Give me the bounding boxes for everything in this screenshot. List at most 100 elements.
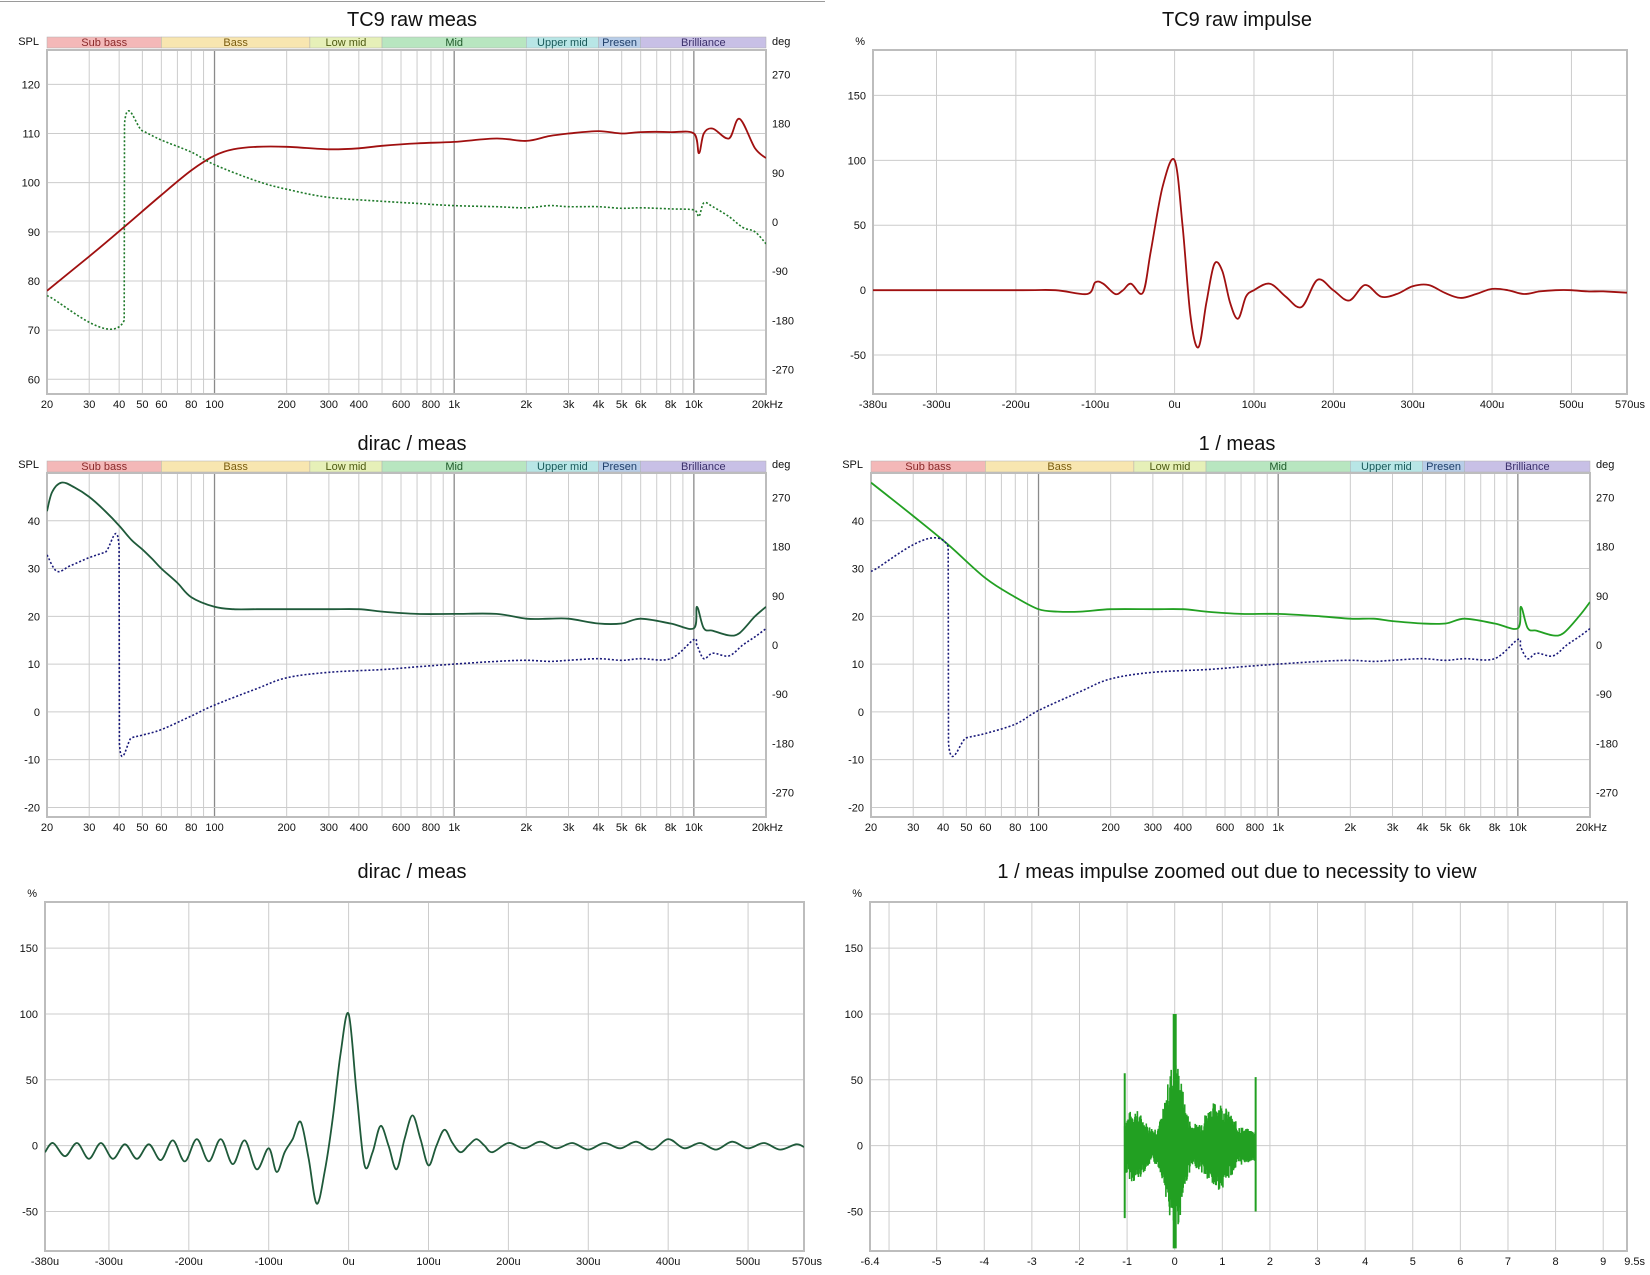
chart-title: TC9 raw meas — [347, 9, 477, 31]
series-group — [1123, 1013, 1257, 1249]
y2-tick-label: -90 — [772, 689, 788, 701]
x-tick-label: 10k — [685, 822, 703, 834]
x-tick-label: 5k — [1440, 822, 1452, 834]
y-tick-label: -50 — [850, 350, 866, 362]
band-label: Presen — [602, 37, 637, 49]
y-tick-label: 150 — [845, 943, 863, 955]
x-tick-label: 800 — [1246, 822, 1264, 834]
x-tick-label: 6k — [635, 822, 647, 834]
y2-tick-label: -270 — [772, 787, 794, 799]
x-tick-label: 300 — [320, 399, 338, 411]
x-tick-label: 8k — [665, 822, 677, 834]
trace — [47, 481, 766, 637]
chart-title: dirac / meas — [358, 433, 467, 455]
x-tick-label: 0 — [1172, 1256, 1178, 1268]
y2-tick-label: 270 — [772, 493, 790, 505]
band-label: Brilliance — [681, 37, 726, 49]
left-axis-unit: % — [852, 888, 862, 900]
x-tick-label: 20kHz — [752, 399, 783, 411]
x-tick-label: 2 — [1267, 1256, 1273, 1268]
x-tick-label: 5 — [1410, 1256, 1416, 1268]
phase-trace — [47, 532, 766, 758]
x-tick-label: -380u — [31, 1256, 59, 1268]
x-tick-label: 80 — [185, 822, 197, 834]
band-label: Mid — [445, 37, 463, 49]
y2-tick-label: 180 — [772, 119, 790, 131]
y-tick-label: 100 — [22, 178, 40, 190]
band-label: Low mid — [325, 37, 366, 49]
x-tick-label: 5k — [616, 399, 628, 411]
band-label: Upper mid — [537, 461, 588, 473]
right-axis-unit: deg — [772, 459, 790, 471]
grid — [872, 50, 1628, 394]
x-tick-label: 100 — [205, 822, 223, 834]
chart-title: 1 / meas impulse zoomed out due to neces… — [997, 861, 1477, 883]
x-tick-label: -2 — [1075, 1256, 1085, 1268]
y-tick-label: 20 — [28, 611, 40, 623]
y-tick-label: 10 — [852, 659, 864, 671]
x-tick-label: 2k — [521, 822, 533, 834]
x-tick-label: 3k — [1387, 822, 1399, 834]
y2-tick-label: 270 — [1596, 493, 1614, 505]
trace — [873, 158, 1627, 349]
x-tick-label: 8k — [1489, 822, 1501, 834]
x-tick-label: 10k — [1509, 822, 1527, 834]
x-tick-label: 1k — [1272, 822, 1284, 834]
x-tick-label: 200u — [1321, 399, 1345, 411]
x-tick-label: 9 — [1600, 1256, 1606, 1268]
x-tick-label: -5 — [932, 1256, 942, 1268]
x-tick-label: 400u — [656, 1256, 680, 1268]
x-tick-label: 200 — [1101, 822, 1119, 834]
plot-frame — [869, 901, 1628, 1252]
x-tick-label: 7 — [1505, 1256, 1511, 1268]
plot-area — [47, 50, 766, 394]
x-tick-label: 40 — [113, 399, 125, 411]
band-brilliance — [640, 36, 767, 49]
band-label: Upper mid — [1361, 461, 1412, 473]
y2-tick-label: -90 — [772, 266, 788, 278]
x-tick-label: 4k — [593, 399, 605, 411]
y-tick-label: 100 — [848, 155, 866, 167]
y2-tick-label: -270 — [772, 364, 794, 376]
x-tick-label: 200 — [277, 399, 295, 411]
band-label: Presen — [1426, 461, 1461, 473]
band-label: Upper mid — [537, 37, 588, 49]
x-tick-label: 20 — [41, 822, 53, 834]
trace — [45, 1012, 804, 1205]
y2-tick-label: -180 — [772, 315, 794, 327]
plot-frame — [46, 472, 767, 818]
x-tick-label: 300 — [320, 822, 338, 834]
band-label: Brilliance — [1505, 461, 1550, 473]
y-tick-label: 20 — [852, 611, 864, 623]
x-tick-label: -100u — [255, 1256, 283, 1268]
y-tick-label: 0 — [32, 1141, 38, 1153]
y-tick-label: 40 — [852, 516, 864, 528]
x-tick-label: 2k — [521, 399, 533, 411]
x-tick-label: 200 — [277, 822, 295, 834]
x-tick-label: 600 — [392, 399, 410, 411]
x-tick-label: 50 — [960, 822, 972, 834]
x-tick-label: 400 — [350, 399, 368, 411]
y-tick-label: 50 — [851, 1075, 863, 1087]
y-tick-label: 0 — [860, 285, 866, 297]
band-label: Brilliance — [681, 461, 726, 473]
y-tick-label: 30 — [28, 564, 40, 576]
chart-panel-5: dirac / meas% -50 0 50 100 150 -380u -300u -200u… — [20, 861, 823, 1268]
y2-tick-label: -90 — [1596, 689, 1612, 701]
x-tick-label: 400 — [1174, 822, 1192, 834]
y-tick-label: 0 — [858, 707, 864, 719]
x-tick-label: 10k — [685, 399, 703, 411]
y-tick-label: -20 — [24, 802, 40, 814]
x-tick-label: 0u — [342, 1256, 354, 1268]
x-tick-label: -4 — [979, 1256, 989, 1268]
y2-tick-label: 90 — [1596, 591, 1608, 603]
x-tick-label: -300u — [95, 1256, 123, 1268]
y-tick-label: 120 — [22, 79, 40, 91]
x-tick-label: -300u — [922, 399, 950, 411]
x-tick-label: 60 — [155, 399, 167, 411]
x-tick-label: 4k — [593, 822, 605, 834]
x-tick-label: -1 — [1122, 1256, 1132, 1268]
x-tick-label: 800 — [422, 822, 440, 834]
x-tick-label: 400 — [350, 822, 368, 834]
plot-frame — [44, 901, 805, 1252]
